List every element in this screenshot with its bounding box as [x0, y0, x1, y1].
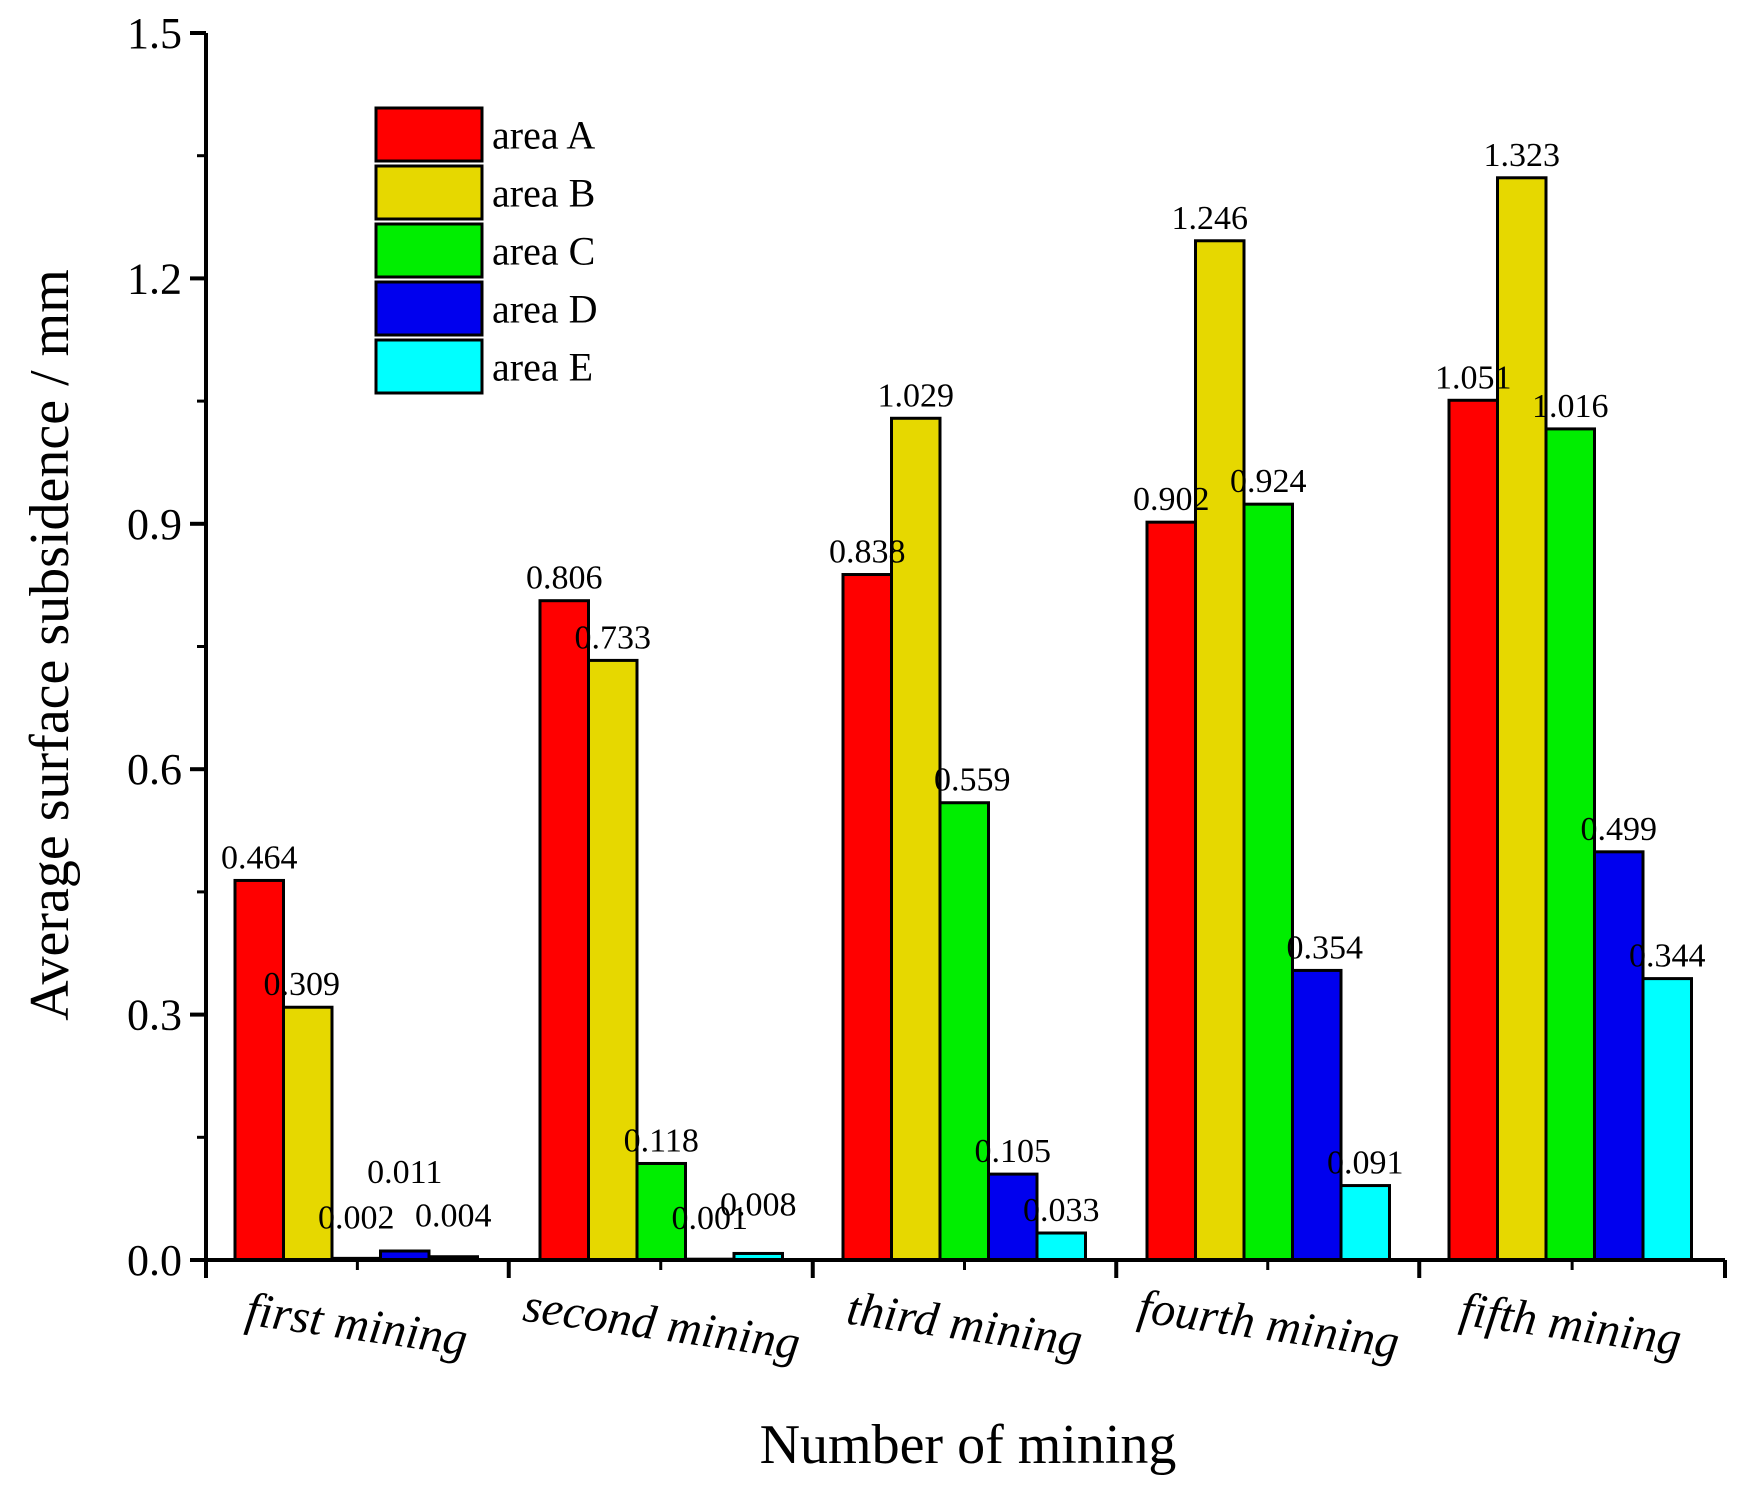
bar-area-a-fourth-mining [1145, 520, 1197, 1262]
y-axis-title: Average surface subsidence / mm [19, 269, 81, 1021]
bar-area-c-second-mining [635, 1161, 687, 1262]
legend-swatch [374, 106, 484, 163]
data-label: 0.309 [264, 966, 341, 1003]
legend-label: area C [492, 229, 595, 274]
data-label: 0.002 [318, 1199, 395, 1236]
x-category-label: second mining [520, 1279, 803, 1370]
data-labels: 0.464 0.309 0.002 0.011 0.004 0.806 0.733 0.118… [221, 137, 1706, 1237]
y-tick-label: 0.3 [127, 991, 182, 1040]
data-label: 1.051 [1435, 359, 1512, 396]
legend-swatch [374, 280, 484, 337]
data-label: 1.016 [1532, 388, 1609, 425]
bar-area-c-fifth-mining [1544, 427, 1596, 1262]
legend-label: area E [492, 345, 593, 390]
data-label: 1.246 [1172, 200, 1249, 237]
data-label: 0.559 [934, 762, 1011, 799]
data-label: 0.344 [1629, 938, 1706, 975]
legend-label: area B [492, 171, 595, 216]
data-label: 0.011 [367, 1154, 442, 1191]
x-axis-title: Number of mining [760, 1414, 1177, 1476]
data-label: 0.105 [975, 1133, 1052, 1170]
bar-area-c-fourth-mining [1242, 502, 1294, 1262]
data-label: 0.008 [720, 1186, 797, 1223]
x-category-label: first mining [243, 1283, 471, 1366]
legend: area A area B area C area D area E [374, 106, 597, 395]
bar-area-a-second-mining [538, 599, 590, 1262]
bar-area-e-fifth-mining [1641, 977, 1693, 1262]
data-label: 0.001 [672, 1200, 749, 1237]
data-label: 0.902 [1133, 481, 1210, 518]
legend-label: area D [492, 287, 597, 332]
data-label: 0.733 [575, 619, 652, 656]
data-label: 0.838 [829, 534, 906, 571]
bar-area-a-first-mining [233, 878, 285, 1262]
bar-area-c-third-mining [938, 801, 990, 1262]
legend-swatch [374, 222, 484, 279]
y-tick-label: 1.2 [127, 254, 182, 303]
data-label: 0.354 [1287, 929, 1364, 966]
data-label: 0.033 [1023, 1192, 1100, 1229]
y-tick-label: 0.6 [127, 745, 182, 794]
legend-swatch [374, 338, 484, 395]
data-label: 0.004 [415, 1198, 492, 1235]
data-label: 1.029 [878, 377, 955, 414]
legend-swatch [374, 164, 484, 221]
bar-area-a-fifth-mining [1447, 398, 1499, 1262]
bar-area-d-fifth-mining [1593, 850, 1645, 1262]
data-label: 1.323 [1484, 137, 1561, 174]
data-label: 0.924 [1230, 463, 1307, 500]
bar-area-e-fourth-mining [1339, 1184, 1391, 1262]
x-category-label: fifth mining [1457, 1283, 1685, 1366]
data-label: 0.118 [624, 1122, 699, 1159]
legend-label: area A [492, 113, 595, 158]
data-label: 0.091 [1327, 1145, 1404, 1182]
bar-area-e-third-mining [1035, 1231, 1087, 1262]
bar-area-d-third-mining [987, 1172, 1039, 1262]
bar-area-b-fifth-mining [1496, 176, 1548, 1262]
bar-area-a-third-mining [841, 573, 893, 1262]
y-tick-label: 0.9 [127, 500, 182, 549]
data-label: 0.464 [221, 839, 298, 876]
data-label: 0.806 [526, 560, 603, 597]
x-category-label: fourth mining [1135, 1280, 1403, 1369]
data-label: 0.499 [1581, 811, 1658, 848]
y-tick-label: 1.5 [127, 9, 182, 58]
y-tick-label: 0.0 [127, 1236, 182, 1285]
x-category-label: third mining [844, 1282, 1086, 1367]
bar-area-b-fourth-mining [1194, 239, 1246, 1262]
bar-area-d-fourth-mining [1291, 968, 1343, 1262]
bar-area-b-second-mining [587, 658, 639, 1262]
